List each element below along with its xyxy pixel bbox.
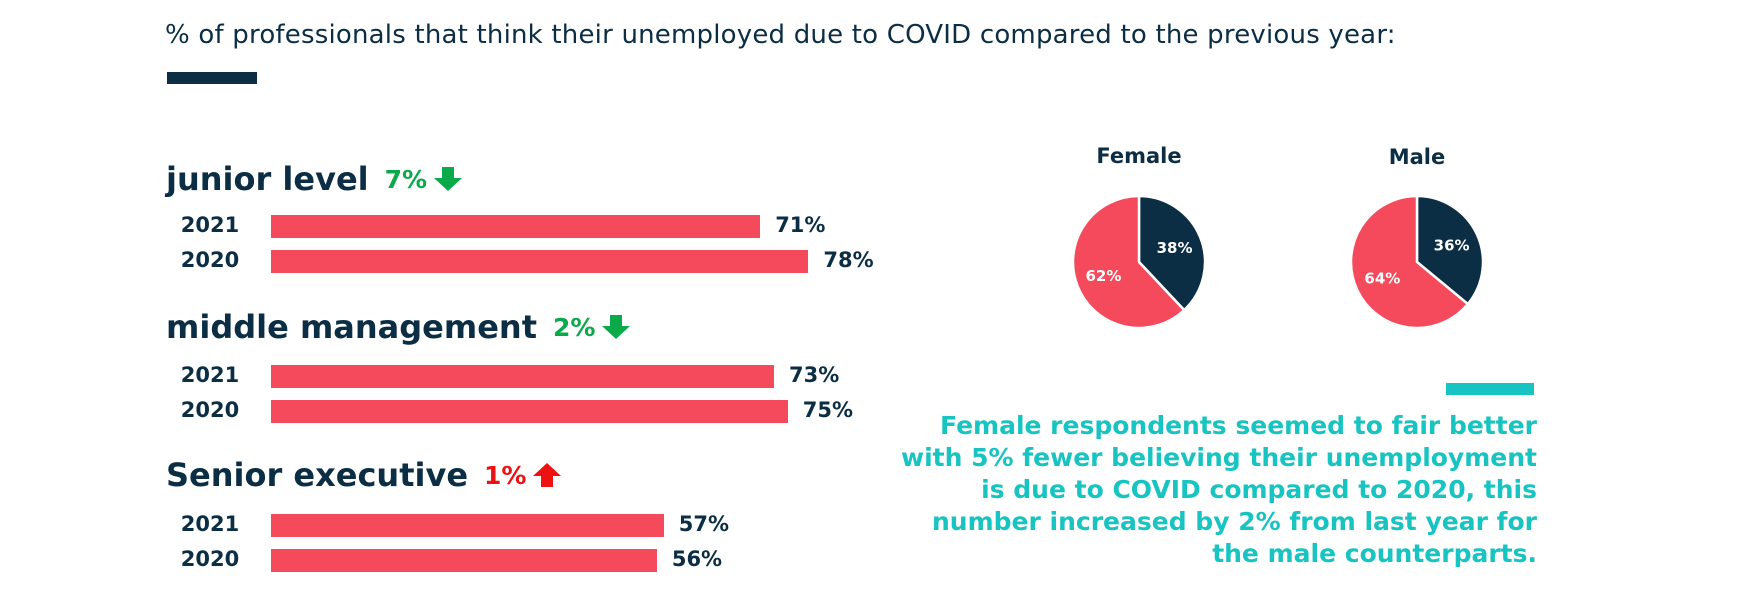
year-label: 2021 — [180, 512, 240, 536]
value-label: 57% — [678, 512, 729, 536]
note-text: Female respondents seemed to fair better… — [900, 410, 1537, 570]
note-line: Female respondents seemed to fair better — [940, 411, 1537, 440]
bar — [271, 250, 809, 273]
value-label: 71% — [775, 213, 826, 237]
note-line: number increased by 2% from last year fo… — [932, 507, 1537, 536]
arrow-down-icon — [434, 167, 463, 191]
year-label: 2021 — [180, 363, 240, 387]
pie-slice-label: 62% — [1085, 267, 1121, 285]
year-label: 2021 — [180, 213, 240, 237]
pie-title: Female — [1096, 144, 1182, 168]
year-label: 2020 — [180, 248, 240, 272]
bar — [271, 400, 788, 423]
pie-slice-label: 64% — [1364, 269, 1400, 287]
group-heading: middle management 2% — [166, 308, 631, 346]
year-label: 2020 — [180, 398, 240, 422]
value-label: 78% — [823, 248, 874, 272]
change-label: 7% — [384, 164, 428, 194]
chart-title: % of professionals that think their unem… — [165, 20, 1396, 50]
year-label: 2020 — [180, 547, 240, 571]
title-underline — [167, 72, 257, 84]
value-label: 75% — [802, 398, 854, 422]
bar — [271, 365, 774, 388]
pie-title: Male — [1388, 145, 1446, 169]
note-line: the male counterparts. — [1212, 539, 1537, 568]
bar — [271, 549, 657, 572]
arrow-down-icon — [602, 315, 631, 339]
note-accent-bar — [1446, 383, 1534, 395]
pie-slice-label: 36% — [1434, 237, 1470, 255]
group-name: Senior executive — [166, 456, 469, 494]
pie-slice — [1415, 194, 1485, 306]
group-heading: Senior executive 1% — [166, 456, 562, 494]
change-label: 2% — [552, 312, 596, 342]
bar — [271, 215, 761, 238]
group-heading: junior level 7% — [166, 160, 463, 198]
value-label: 73% — [788, 363, 840, 387]
note-line: is due to COVID compared to 2020, this — [981, 475, 1537, 504]
group-name: junior level — [166, 160, 369, 198]
bar — [271, 514, 664, 537]
pie-slice — [1349, 194, 1470, 330]
note-line: with 5% fewer believing their unemployme… — [901, 443, 1537, 472]
pie-slice-label: 38% — [1157, 239, 1193, 257]
group-name: middle management — [166, 308, 537, 346]
pie-slice — [1071, 194, 1186, 330]
change-label: 1% — [484, 460, 527, 490]
value-label: 56% — [671, 547, 723, 571]
arrow-up-icon — [533, 463, 562, 487]
pie-slice — [1137, 194, 1207, 312]
pie-chart: 38% 62% — [1071, 194, 1207, 330]
pie-chart: 36% 64% — [1349, 194, 1485, 330]
